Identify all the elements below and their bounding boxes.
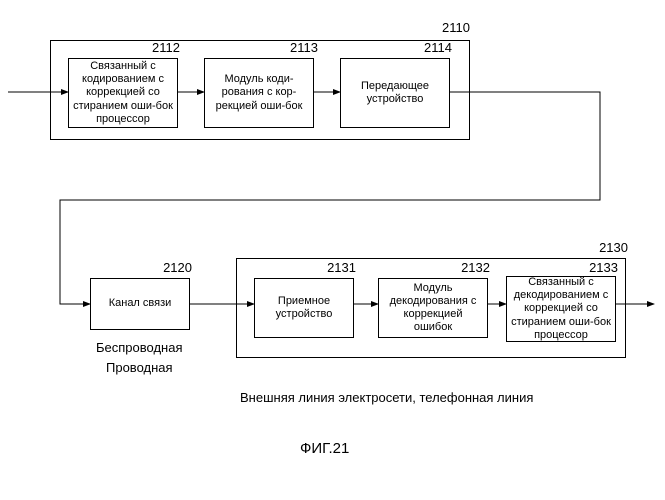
polyline-top-to-channel: [60, 92, 600, 304]
connectors-svg: [0, 0, 665, 500]
